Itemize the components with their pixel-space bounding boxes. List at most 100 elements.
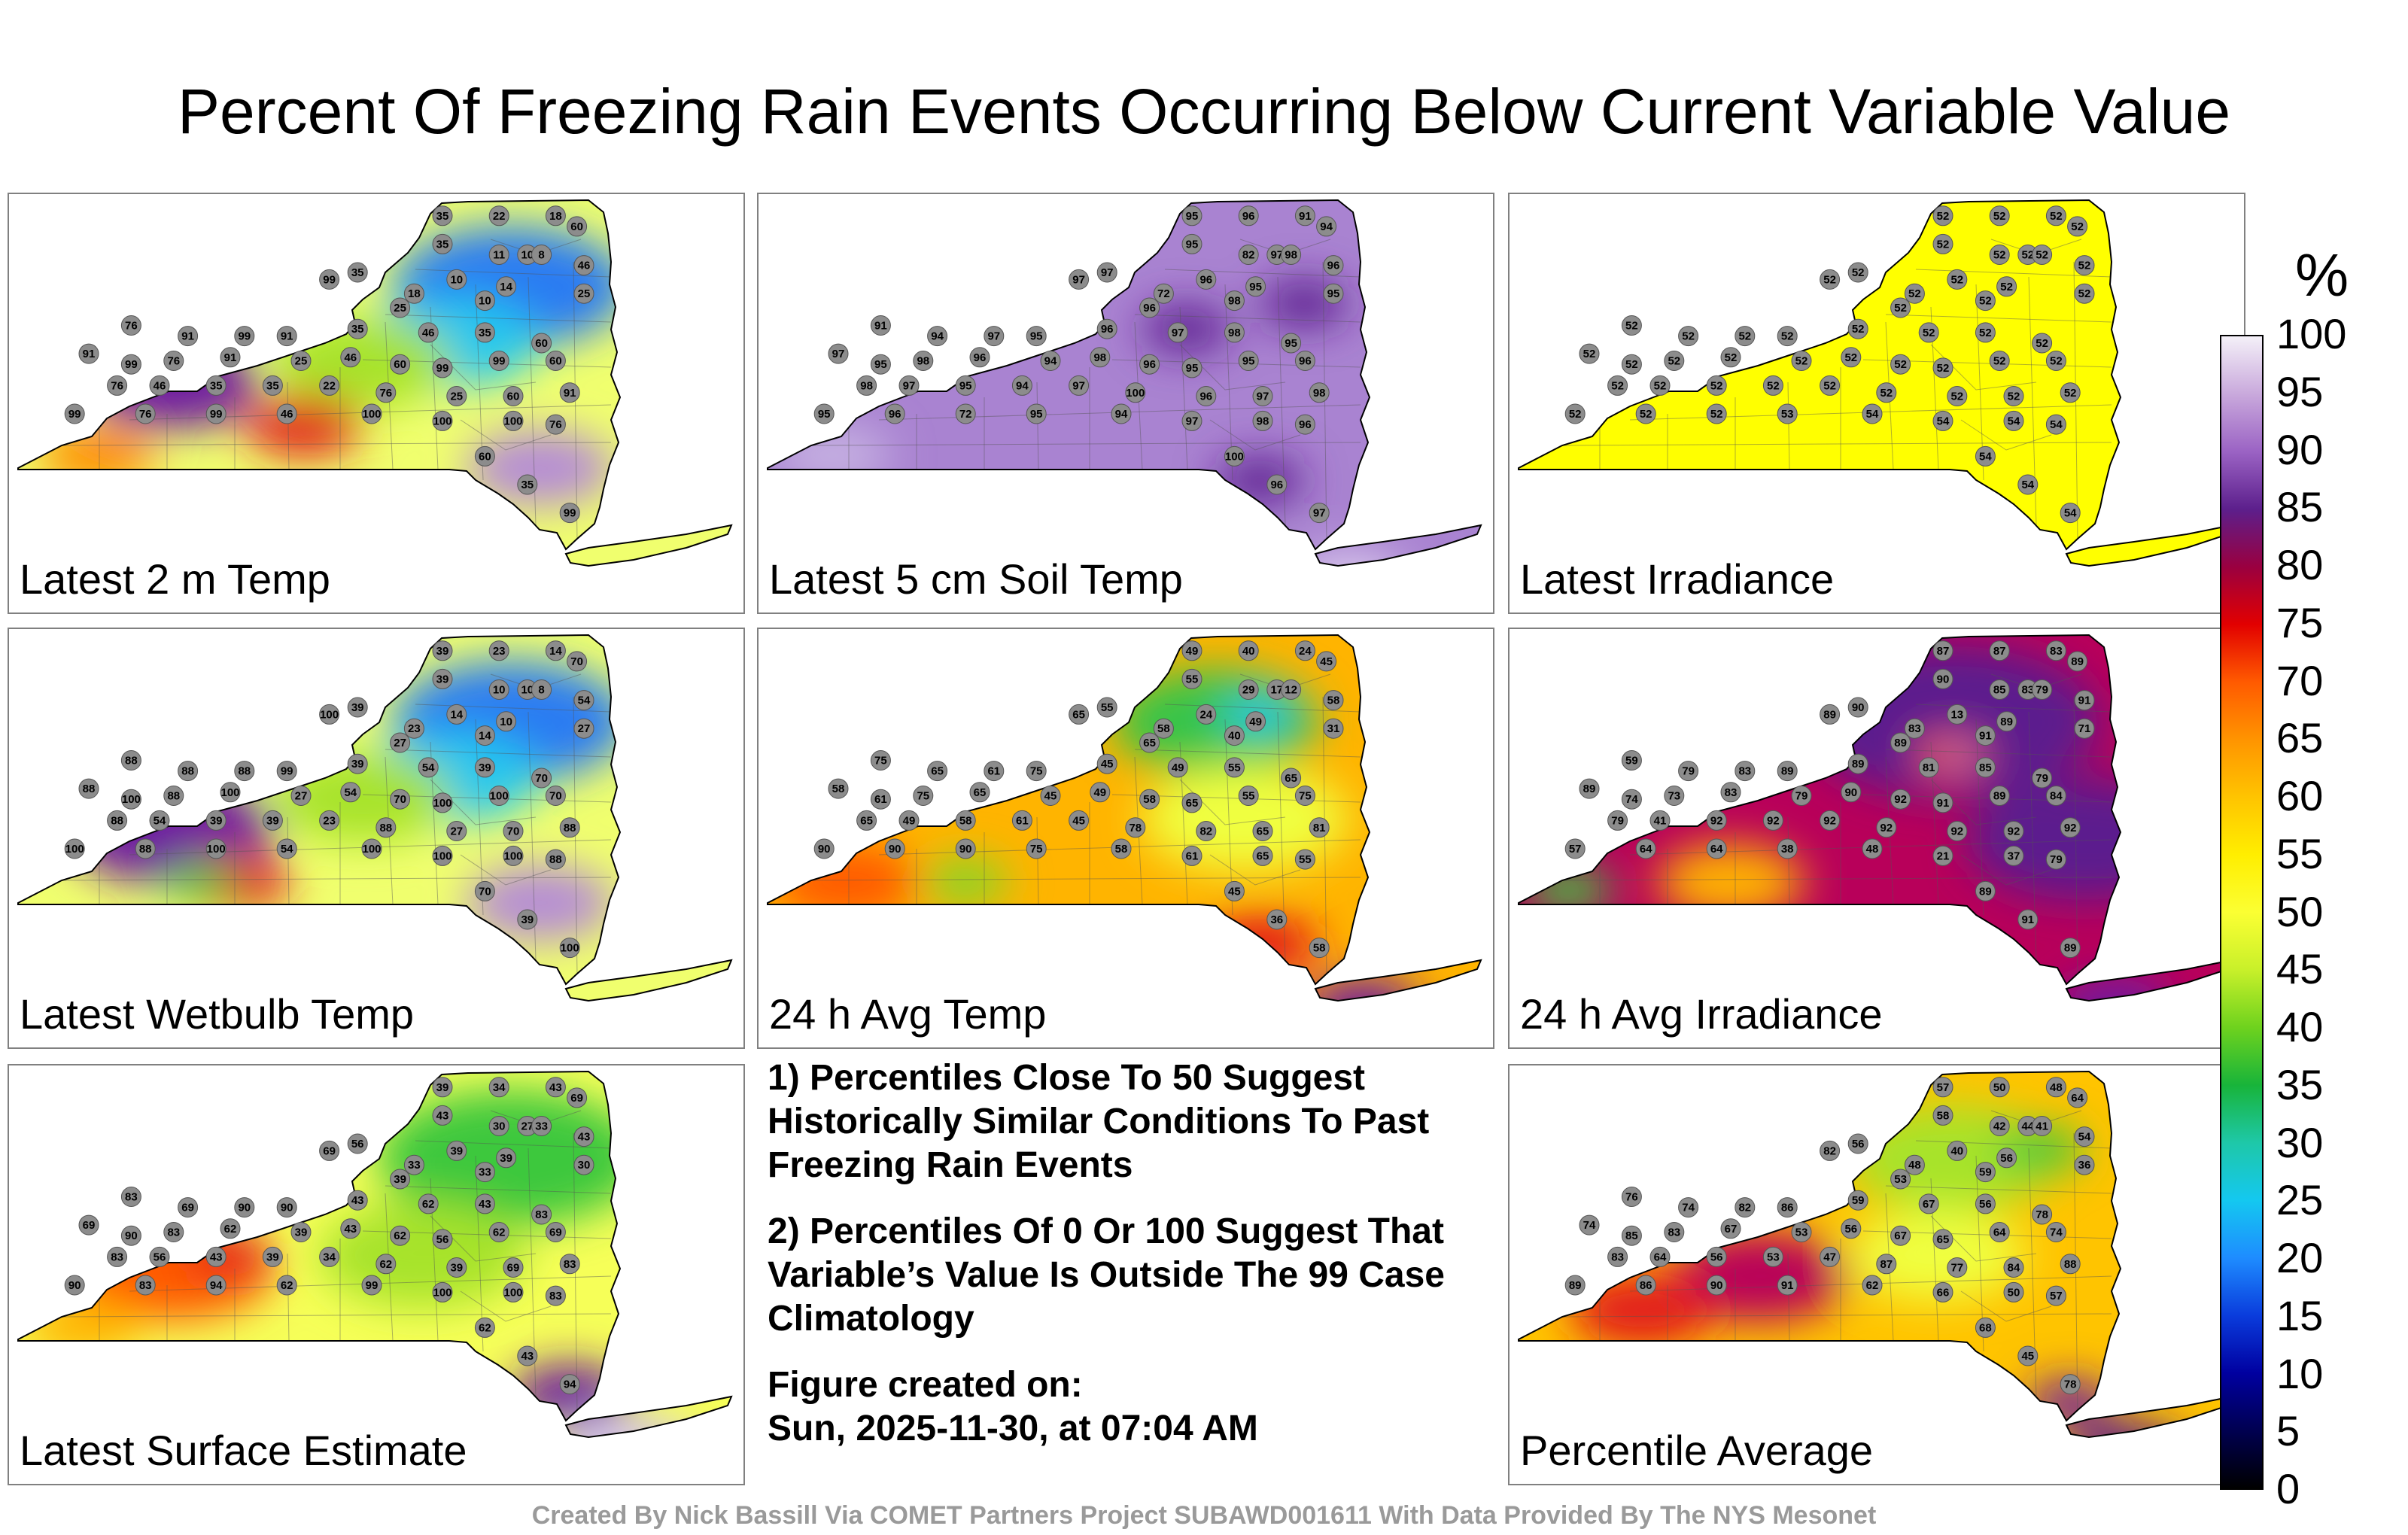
- station-value: 52: [1852, 323, 1865, 336]
- station-value: 95: [1030, 330, 1043, 343]
- station-marker: 91: [1294, 205, 1315, 226]
- station-value: 75: [1030, 843, 1043, 856]
- station-value: 35: [479, 327, 491, 339]
- station-marker: 90: [955, 838, 976, 859]
- station-value: 56: [1852, 1138, 1865, 1150]
- station-value: 39: [450, 1262, 463, 1275]
- station-marker: 52: [1841, 347, 1862, 368]
- station-value: 91: [281, 330, 293, 343]
- county-line: [1915, 1140, 2112, 1149]
- station-marker: 74: [1579, 1214, 1600, 1236]
- station-marker: 83: [531, 1204, 552, 1225]
- station-marker: 46: [418, 322, 439, 343]
- station-value: 95: [1327, 287, 1340, 300]
- station-marker: 61: [870, 789, 891, 810]
- station-marker: 43: [474, 1193, 495, 1214]
- station-value: 27: [578, 722, 591, 735]
- station-marker: 90: [813, 838, 835, 859]
- station-marker: 96: [1323, 255, 1344, 276]
- station-marker: 95: [1026, 403, 1047, 424]
- station-value: 39: [351, 758, 364, 771]
- station-value: 67: [1894, 1230, 1907, 1242]
- station-value: 98: [1228, 295, 1241, 308]
- station-marker: 62: [488, 1222, 509, 1242]
- station-value: 89: [1823, 708, 1836, 721]
- station-value: 99: [68, 408, 81, 421]
- station-value: 67: [1725, 1223, 1738, 1236]
- station-value: 65: [1257, 825, 1269, 838]
- station-marker: 90: [276, 1197, 297, 1218]
- colored-field: [1519, 1071, 2232, 1437]
- station-marker: 52: [1975, 290, 1996, 312]
- station-marker: 89: [2060, 938, 2081, 959]
- station-value: 90: [818, 843, 831, 856]
- station-marker: 92: [2060, 817, 2081, 838]
- station-value: 92: [1894, 793, 1907, 806]
- station-marker: 82: [1820, 1140, 1841, 1161]
- station-value: 79: [2050, 853, 2063, 866]
- colorbar-tick-label: 30: [2276, 1118, 2324, 1166]
- station-value: 36: [1270, 913, 1283, 926]
- station-marker: 55: [1096, 697, 1117, 718]
- colorbar-tick-label: 0: [2276, 1465, 2300, 1512]
- station-value: 67: [1923, 1198, 1935, 1211]
- note-2: 2) Percentiles Of 0 Or 100 Suggest That …: [768, 1211, 1445, 1339]
- station-value: 100: [503, 1286, 522, 1299]
- station-marker: 92: [1820, 810, 1841, 831]
- county-line: [287, 381, 290, 470]
- station-value: 12: [1285, 684, 1297, 697]
- station-value: 21: [1937, 850, 1950, 862]
- station-marker: 87: [1989, 640, 2010, 661]
- station-marker: 39: [262, 810, 283, 831]
- station-marker: 83: [1720, 782, 1741, 803]
- station-marker: 59: [1975, 1162, 1996, 1183]
- station-value: 48: [1908, 1159, 1921, 1172]
- station-value: 58: [1937, 1109, 1950, 1122]
- station-marker: 92: [1890, 789, 1911, 810]
- station-value: 95: [1186, 210, 1199, 223]
- station-marker: 88: [234, 761, 255, 782]
- station-marker: 69: [567, 1087, 588, 1108]
- station-value: 62: [1866, 1279, 1879, 1292]
- station-value: 83: [125, 1191, 138, 1204]
- state-outline: [1518, 199, 2122, 551]
- station-marker: 99: [319, 269, 340, 290]
- station-marker: 58: [1111, 838, 1132, 859]
- station-marker: 95: [1181, 233, 1202, 254]
- station-value: 84: [2050, 790, 2063, 803]
- station-marker: 96: [1294, 414, 1315, 435]
- station-marker: 56: [149, 1246, 170, 1267]
- station-marker: 88: [2060, 1254, 2081, 1275]
- station-value: 100: [1126, 387, 1145, 400]
- station-marker: 62: [220, 1218, 241, 1239]
- state-outline: [1518, 634, 2122, 986]
- station-marker: 97: [898, 375, 920, 396]
- colorbar-tick-label: 50: [2276, 887, 2324, 935]
- station-value: 83: [111, 1251, 123, 1263]
- station-value: 43: [549, 1081, 562, 1094]
- colorbar-tick-label: 80: [2276, 541, 2324, 588]
- station-value: 35: [436, 210, 449, 223]
- station-marker: 74: [1678, 1197, 1699, 1218]
- station-marker: 62: [474, 1317, 495, 1338]
- panel-label: Percentile Average: [1520, 1427, 1874, 1474]
- station-value: 83: [1738, 765, 1751, 778]
- station-value: 8: [538, 249, 544, 262]
- station-marker: 52: [1791, 351, 1812, 371]
- station-value: 52: [1852, 266, 1865, 279]
- station-marker: 36: [1266, 909, 1288, 930]
- station-marker: 57: [2045, 1285, 2066, 1306]
- station-value: 54: [1937, 415, 1950, 427]
- station-marker: 62: [276, 1275, 297, 1296]
- long-island-outline: [1314, 524, 1482, 567]
- panel-24h-avg-temp: 49 40 24 45 55 29 17 12 58 65 55 24 31 40 49 58 75 65 61 75…: [757, 628, 1494, 1049]
- station-value: 54: [2078, 1131, 2091, 1144]
- station-marker: 52: [1762, 375, 1783, 396]
- station-value: 100: [362, 843, 381, 856]
- station-value: 27: [521, 1120, 534, 1133]
- station-marker: 100: [503, 410, 524, 431]
- station-value: 84: [2008, 1262, 2020, 1275]
- station-marker: 52: [1820, 375, 1841, 396]
- station-value: 54: [2064, 507, 2077, 520]
- station-marker: 83: [120, 1187, 141, 1207]
